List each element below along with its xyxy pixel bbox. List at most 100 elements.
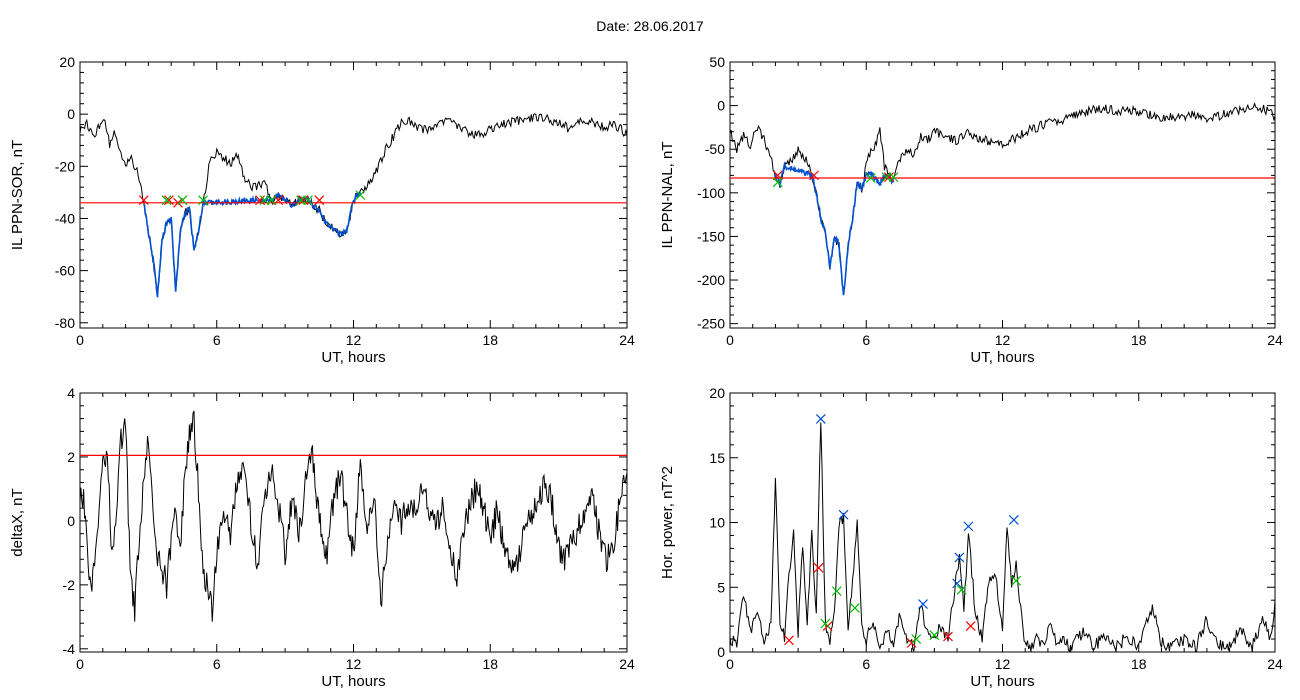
start-marker-stroke — [298, 195, 309, 206]
event-series-line — [774, 161, 895, 296]
y-tick-label: -4 — [63, 641, 76, 657]
plot-area — [730, 413, 1275, 652]
start-marker — [965, 621, 976, 632]
signal-series-line — [80, 410, 627, 622]
peak-marker — [963, 521, 974, 532]
start-marker-stroke — [772, 170, 783, 181]
x-tick-label: 6 — [213, 656, 221, 672]
start-marker — [173, 197, 183, 208]
x-tick-label: 12 — [995, 656, 1011, 672]
end-marker — [177, 195, 188, 206]
signal-series-line — [730, 101, 1275, 295]
plot-area — [730, 101, 1275, 296]
plot-area — [80, 113, 627, 298]
start-marker-stroke — [965, 621, 976, 632]
x-tick-label: 0 — [726, 332, 734, 348]
chart-panel-ppn-sor: 0 6 12 18 24 20 0 -20 -40 -60 -80 UT, hours IL PPN-S… — [9, 54, 635, 366]
y-tick-label: 20 — [709, 385, 725, 401]
end-marker-stroke — [865, 173, 876, 183]
x-tick-label: 18 — [1131, 332, 1147, 348]
end-marker — [849, 603, 860, 613]
y-tick-label: -60 — [55, 263, 75, 279]
x-axis-label: UT, hours — [970, 349, 1034, 366]
y-axis-label: IL PPN-SOR, nT — [9, 140, 26, 250]
x-tick-label: 6 — [862, 332, 870, 348]
peak-marker-stroke — [954, 552, 965, 563]
x-axis-label: UT, hours — [321, 673, 385, 690]
end-marker — [355, 190, 366, 200]
start-marker-stroke — [813, 562, 824, 573]
chart-panel-ppn-nal: 0 6 12 18 24 50 0 -50 -100 -150 -200 -250 UT, hours I… — [659, 54, 1283, 366]
x-tick-label: 0 — [76, 656, 84, 672]
peak-marker-stroke — [952, 578, 963, 589]
figure-title: Date: 28.06.2017 — [596, 18, 704, 34]
y-tick-label: -20 — [55, 158, 75, 174]
plot-area — [80, 410, 627, 622]
end-marker-stroke — [956, 584, 967, 595]
y-axis-label: IL PPN-NAL, nT — [659, 142, 676, 249]
end-marker-stroke — [772, 177, 783, 188]
end-marker-stroke — [266, 195, 277, 206]
start-marker-stroke — [809, 170, 819, 181]
peak-marker — [815, 413, 826, 424]
x-tick-label: 12 — [995, 332, 1011, 348]
x-axis-label: UT, hours — [970, 673, 1034, 690]
start-marker-stroke — [163, 195, 174, 206]
end-marker-stroke — [302, 195, 313, 206]
axes-frame — [729, 392, 1276, 653]
end-marker-stroke — [355, 190, 366, 200]
y-axis-label: deltaX, nT — [9, 488, 26, 556]
start-marker — [772, 170, 783, 181]
y-tick-label: 4 — [67, 385, 75, 401]
x-tick-label: 12 — [346, 656, 362, 672]
peak-marker-stroke — [838, 509, 849, 520]
end-marker — [865, 173, 876, 183]
end-marker-stroke — [177, 195, 188, 206]
peak-marker-stroke — [963, 521, 974, 532]
start-marker-stroke — [173, 197, 183, 208]
axes-frame — [729, 61, 1276, 329]
y-tick-label: -250 — [697, 316, 725, 332]
start-marker — [884, 172, 894, 183]
start-marker — [314, 195, 325, 206]
y-tick-label: -80 — [55, 315, 75, 331]
start-marker-stroke — [255, 195, 265, 206]
x-tick-label: 18 — [482, 656, 498, 672]
event-series-line — [143, 191, 362, 298]
signal-series-line — [730, 422, 1275, 652]
end-marker-stroke — [849, 603, 860, 613]
end-marker-stroke — [161, 195, 172, 206]
end-marker — [911, 634, 922, 644]
y-tick-label: 20 — [59, 54, 75, 70]
end-marker-stroke — [929, 630, 940, 641]
x-tick-label: 6 — [862, 656, 870, 672]
end-marker — [956, 584, 967, 595]
x-tick-label: 6 — [213, 332, 221, 348]
y-tick-label: 0 — [717, 644, 725, 660]
x-tick-label: 24 — [619, 332, 635, 348]
start-marker — [784, 635, 794, 646]
start-marker — [163, 195, 174, 206]
x-tick-label: 24 — [1267, 332, 1283, 348]
x-tick-label: 24 — [619, 656, 635, 672]
x-axis-label: UT, hours — [321, 349, 385, 366]
y-tick-label: -2 — [63, 577, 76, 593]
end-marker — [929, 630, 940, 641]
start-marker — [943, 631, 953, 642]
chart-panel-deltax: 0 6 12 18 24 4 2 0 -2 -4 UT, hours deltaX, nT — [9, 385, 635, 690]
start-marker-stroke — [138, 195, 149, 206]
end-marker — [888, 172, 899, 183]
peak-marker-stroke — [815, 413, 826, 424]
axes-frame — [79, 61, 628, 329]
y-tick-label: -100 — [697, 185, 725, 201]
start-marker — [138, 195, 149, 206]
x-tick-label: 18 — [1131, 656, 1147, 672]
y-tick-label: -200 — [697, 272, 725, 288]
peak-marker — [954, 552, 965, 563]
end-marker-stroke — [911, 634, 922, 644]
peak-marker — [838, 509, 849, 520]
peak-marker — [1008, 514, 1019, 525]
start-marker-stroke — [943, 631, 953, 642]
